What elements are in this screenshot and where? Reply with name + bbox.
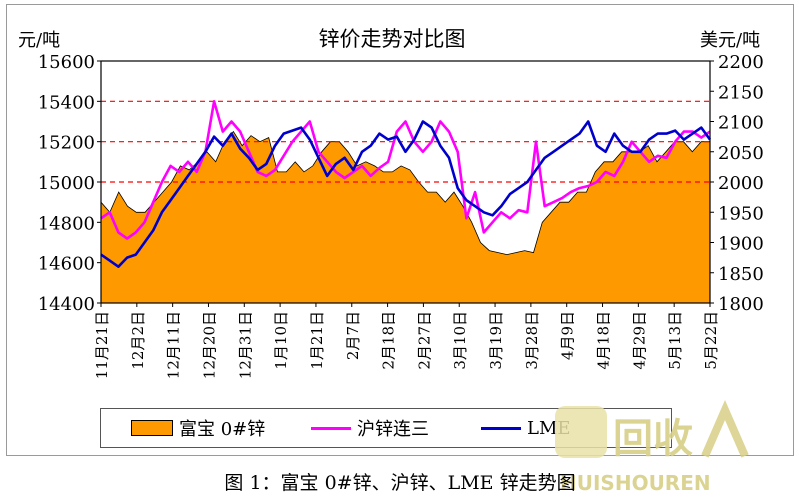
watermark-logo: 回收 HUISHOUREN bbox=[555, 400, 749, 495]
left-tick-label-1: 14600 bbox=[38, 254, 95, 275]
watermark-glyphs: 回收 bbox=[613, 416, 693, 462]
left-tick-label-6: 15600 bbox=[38, 52, 95, 73]
x-tick-label-1: 12月2日 bbox=[129, 311, 147, 370]
x-tick-label-17: 5月22日 bbox=[702, 311, 720, 370]
watermark-text: HUISHOUREN bbox=[560, 471, 711, 495]
x-tick-label-2: 12月11日 bbox=[165, 311, 183, 379]
right-tick-label-2: 1900 bbox=[718, 234, 764, 255]
x-tick-label-16: 5月13日 bbox=[666, 311, 684, 370]
figure-caption: 图 1：富宝 0#锌、沪锌、LME 锌走势图 bbox=[224, 472, 576, 494]
watermark-mark bbox=[701, 400, 749, 458]
x-tick-label-14: 4月18日 bbox=[595, 311, 613, 370]
right-tick-label-0: 1800 bbox=[718, 294, 764, 315]
x-tick-label-4: 12月31日 bbox=[236, 311, 254, 379]
right-tick-label-6: 2100 bbox=[718, 113, 764, 134]
x-tick-label-5: 1月10日 bbox=[272, 311, 290, 370]
x-tick-label-11: 3月19日 bbox=[487, 311, 505, 370]
right-tick-label-4: 2000 bbox=[718, 173, 764, 194]
left-tick-label-2: 14800 bbox=[38, 213, 95, 234]
x-tick-label-9: 2月27日 bbox=[415, 311, 433, 370]
chart-title: 锌价走势对比图 bbox=[319, 27, 466, 51]
legend-item-shfe: 沪锌连三 bbox=[311, 418, 429, 440]
left-tick-label-0: 14400 bbox=[38, 294, 95, 315]
right-tick-label-8: 2200 bbox=[718, 52, 764, 73]
left-axis-unit: 元/吨 bbox=[18, 30, 60, 51]
left-tick-label-5: 15400 bbox=[38, 92, 95, 113]
plot-area bbox=[100, 60, 712, 304]
legend-label-shfe: 沪锌连三 bbox=[357, 419, 429, 440]
series-line-1 bbox=[100, 100, 711, 240]
x-tick-label-8: 2月18日 bbox=[380, 311, 398, 370]
x-tick-label-15: 4月29日 bbox=[630, 311, 648, 370]
x-tick-label-3: 12月20日 bbox=[200, 311, 218, 379]
legend-swatch-lme bbox=[481, 426, 521, 430]
right-tick-label-1: 1850 bbox=[718, 264, 764, 285]
axes: 14400 14600 14800 15000 15200 15400 15600 1800 1… bbox=[38, 52, 764, 379]
legend-label-fubao: 富宝 0#锌 bbox=[179, 419, 266, 440]
watermark-square bbox=[555, 406, 607, 458]
x-tick-label-0: 11月21日 bbox=[93, 311, 111, 379]
left-tick-label-4: 15200 bbox=[38, 133, 95, 154]
left-tick-label-3: 15000 bbox=[38, 173, 95, 194]
right-axis-unit: 美元/吨 bbox=[700, 30, 760, 51]
legend-swatch-fubao bbox=[131, 420, 173, 436]
legend-swatch-shfe bbox=[311, 426, 351, 430]
x-tick-label-13: 4月9日 bbox=[559, 311, 577, 360]
x-tick-label-6: 1月21日 bbox=[308, 311, 326, 370]
x-tick-label-7: 2月7日 bbox=[344, 311, 362, 360]
right-tick-label-3: 1950 bbox=[718, 203, 764, 224]
legend-item-fubao: 富宝 0#锌 bbox=[131, 418, 266, 440]
right-tick-label-5: 2050 bbox=[718, 143, 764, 164]
x-tick-label-12: 3月28日 bbox=[523, 311, 541, 370]
x-tick-label-10: 3月10日 bbox=[451, 311, 469, 370]
right-tick-label-7: 2150 bbox=[718, 82, 764, 103]
series-line-2 bbox=[100, 120, 712, 269]
